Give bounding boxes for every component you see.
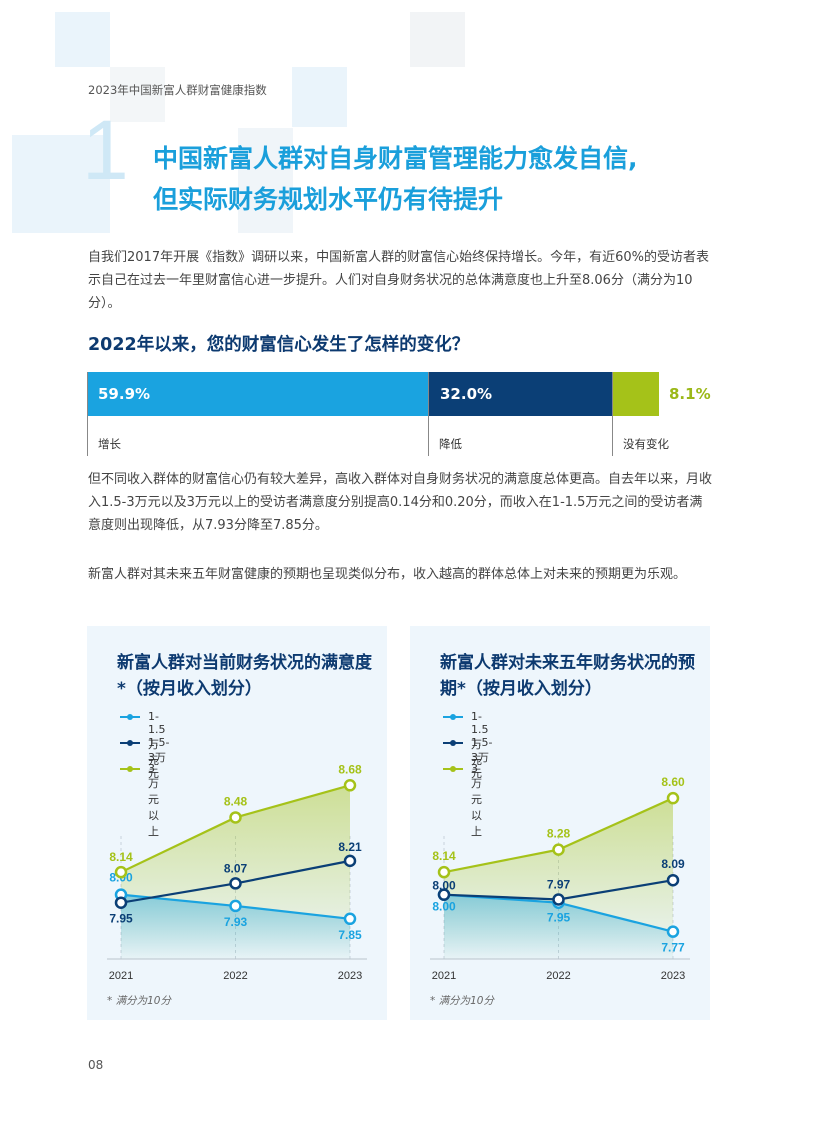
data-label: 7.97 [547,877,571,891]
x-tick-label: 2021 [109,970,133,982]
data-label: 7.95 [109,912,133,926]
decor-square [292,67,347,127]
data-point [343,854,357,868]
data-point [666,925,680,938]
bar-label-decrease: 降低 [439,437,462,451]
decor-square [410,12,465,67]
chart-footnote: * 满分为10分 [107,995,171,1007]
x-tick-label: 2023 [338,970,362,982]
bar-value-unchanged: 8.1% [669,385,711,403]
data-label: 7.93 [224,915,248,929]
data-label: 8.07 [224,861,248,875]
data-point [437,888,451,901]
confidence-stacked-bar: 59.9% 32.0% 8.1% 增长 降低 没有变化 [87,372,713,456]
data-point [229,811,242,824]
section-number: 1 [82,103,129,197]
bar-segment-unchanged [613,372,659,416]
data-label: 8.09 [661,857,685,871]
bar-label-increase: 增长 [98,437,121,451]
legend-label: 3万元以上 [148,762,159,838]
page-number: 08 [88,1058,104,1072]
section-title-line1: 中国新富人群对自身财富管理能力愈发自信, [153,144,638,173]
bar-value-increase: 59.9% [98,385,151,403]
bar-divider [428,372,429,456]
satisfaction-chart-panel: 新富人群对当前财务状况的满意度*（按月收入划分） 1-1.5万元 1.5-3万元… [87,626,387,1020]
outlook-paragraph: 新富人群对其未来五年财富健康的预期也呈现类似分布，收入越高的群体总体上对未来的预… [88,567,687,582]
series-area [444,894,673,959]
data-label: 8.21 [338,840,362,854]
outlook-chart-panel: 新富人群对未来五年财务状况的预期*（按月收入划分） 1-1.5万元 1.5-3万… [410,626,710,1020]
satisfaction-chart-title: 新富人群对当前财务状况的满意度*（按月收入划分） [117,653,372,699]
decor-square [12,135,110,233]
legend-label: 1.5-3万元 [148,736,170,780]
x-tick-label: 2021 [432,970,456,982]
data-label: 8.60 [661,775,685,789]
data-label: 8.00 [432,900,456,914]
confidence-question: 2022年以来，您的财富信心发生了怎样的变化？ [88,335,470,355]
satisfaction-line-chart: 8.007.937.857.958.078.218.148.488.682021… [107,762,367,982]
data-label: 7.77 [661,941,685,955]
x-tick-label: 2022 [223,970,247,982]
section-title: 中国新富人群对自身财富管理能力愈发自信, 但实际财务规划水平仍有待提升 [153,138,753,220]
bar-label-unchanged: 没有变化 [623,437,669,451]
x-tick-label: 2023 [661,970,685,982]
intro-paragraph: 自我们2017年开展《指数》调研以来，中国新富人群的财富信心始终保持增长。今年，… [88,250,709,311]
data-point [666,791,680,805]
report-header: 2023年中国新富人群财富健康指数 [88,83,267,97]
legend-label: 3万元以上 [471,762,482,838]
data-label: 8.28 [547,827,571,841]
data-point [666,873,680,887]
section-title-line2: 但实际财务规划水平仍有待提升 [153,185,504,214]
data-point [114,896,128,909]
outlook-chart-title: 新富人群对未来五年财务状况的预期*（按月收入划分） [440,653,695,699]
data-label: 8.68 [338,762,362,776]
legend-label: 1-1.5万元 [148,710,166,767]
data-point [552,843,565,856]
data-label: 7.85 [338,928,362,942]
data-point [114,865,128,879]
legend-label: 1-1.5万元 [471,710,489,767]
data-label: 7.95 [547,911,571,925]
chart-footnote: * 满分为10分 [430,995,494,1007]
data-point [343,912,357,926]
bar-divider [87,372,88,456]
bar-segment-decrease [429,372,612,416]
series-area [121,894,350,959]
data-point [437,865,451,879]
data-label: 8.00 [432,879,456,893]
decor-square [110,67,165,122]
data-label: 8.14 [432,849,456,863]
data-label: 8.14 [109,850,133,864]
bar-segment-increase [87,372,428,416]
decor-square [55,12,110,67]
data-point [229,899,242,913]
data-point [552,893,565,906]
decor-square [238,128,293,233]
legend-label: 1.5-3万元 [471,736,493,780]
outlook-line-chart: 8.00 7.95 7.77 8.00 7.97 8.09 8.14 8.28 8.60 2021… [430,775,690,982]
data-point [343,779,357,792]
bar-value-decrease: 32.0% [440,385,493,403]
data-point [229,877,242,890]
data-label: 8.48 [224,794,248,808]
income-paragraph: 但不同收入群体的财富信心仍有较大差异，高收入群体对自身财务状况的满意度总体更高。… [88,472,713,533]
bar-divider [612,372,613,456]
x-tick-label: 2022 [546,970,570,982]
